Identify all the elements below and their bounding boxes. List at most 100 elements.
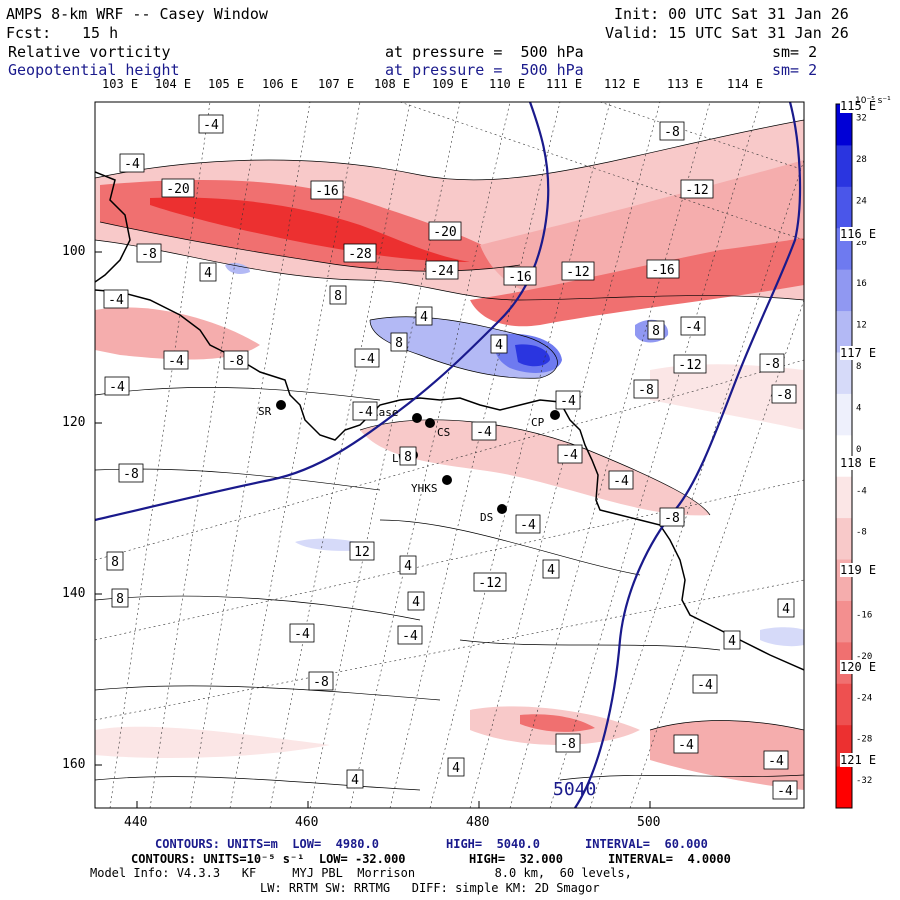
colorbar-label: 20 xyxy=(856,238,867,248)
svg-text:4: 4 xyxy=(547,563,555,578)
vort-pos-east xyxy=(760,627,804,647)
axis-ticks xyxy=(95,251,651,808)
svg-text:-4: -4 xyxy=(294,627,310,642)
lon-label: 110 E xyxy=(489,77,526,91)
colorbar-label: -16 xyxy=(856,611,872,621)
vorticity-contour-label: -4 xyxy=(680,316,706,336)
lat-label-right: 115 E xyxy=(840,99,877,113)
svg-text:-4: -4 xyxy=(678,738,694,753)
colorbar-swatch xyxy=(836,186,852,229)
forecast-label: Fcst: xyxy=(6,24,52,42)
colorbar-label: 4 xyxy=(856,403,861,413)
svg-text:-8: -8 xyxy=(141,247,157,262)
lon-label: 112 E xyxy=(604,77,641,91)
colorbar-label: 0 xyxy=(856,445,861,455)
vorticity-contour-label: 8 xyxy=(390,332,408,352)
vorticity-contour-label: -8 xyxy=(136,243,162,263)
vort-neg-right xyxy=(650,364,804,430)
svg-text:-4: -4 xyxy=(613,474,629,489)
colorbar-swatch xyxy=(836,393,852,436)
colorbar-label: 16 xyxy=(856,279,867,289)
vorticity-contour-label: -8 xyxy=(759,353,785,373)
lon-label: 113 E xyxy=(667,77,704,91)
vort-neg-mid xyxy=(360,419,710,516)
lon-label: 103 E xyxy=(102,77,139,91)
station-cs-marker[interactable] xyxy=(425,418,435,428)
svg-text:-4: -4 xyxy=(697,678,713,693)
vorticity-contour-label: -4 xyxy=(352,401,378,421)
vorticity-contour-label: 8 xyxy=(106,551,124,571)
footer-physics-info: LW: RRTM SW: RRTMG DIFF: simple KM: 2D S… xyxy=(260,881,600,895)
vorticity-contour-label: -4 xyxy=(763,750,789,770)
vorticity-contour-label: 4 xyxy=(447,757,465,777)
vorticity-contour-label: -8 xyxy=(771,384,797,404)
svg-text:4: 4 xyxy=(412,595,420,610)
station-sr-marker[interactable] xyxy=(276,400,286,410)
field2-smoothing: sm= 2 xyxy=(772,61,818,79)
lon-label: 105 E xyxy=(208,77,245,91)
vorticity-contour-label: -8 xyxy=(118,463,144,483)
colorbar-label: -32 xyxy=(856,776,872,786)
field2-name: Geopotential height xyxy=(8,61,180,79)
y-tick-label: 120 xyxy=(62,415,86,430)
svg-text:-8: -8 xyxy=(228,354,244,369)
vorticity-contour-label: -4 xyxy=(119,153,145,173)
valid-time: Valid: 15 UTC Sat 31 Jan 26 xyxy=(605,24,849,42)
svg-text:8: 8 xyxy=(111,555,119,570)
svg-text:-16: -16 xyxy=(651,263,674,278)
vorticity-contour-label: 4 xyxy=(723,630,741,650)
svg-text:-4: -4 xyxy=(685,320,701,335)
vorticity-contour-label: -4 xyxy=(515,514,541,534)
vorticity-contour-label: -20 xyxy=(428,221,462,241)
svg-text:4: 4 xyxy=(452,761,460,776)
colorbar-swatch xyxy=(836,476,852,519)
y-tick-label: 100 xyxy=(62,244,86,259)
station-label: YHKS xyxy=(411,482,438,495)
station-ds-marker[interactable] xyxy=(497,504,507,514)
colorbar-swatch xyxy=(836,311,852,353)
svg-text:4: 4 xyxy=(404,559,412,574)
svg-text:-4: -4 xyxy=(402,629,418,644)
station-case-marker[interactable] xyxy=(412,413,422,423)
svg-text:4: 4 xyxy=(351,773,359,788)
lon-label: 106 E xyxy=(262,77,299,91)
vorticity-contour-label: -8 xyxy=(633,379,659,399)
svg-text:-4: -4 xyxy=(560,394,576,409)
vorticity-contour-label: 4 xyxy=(542,559,560,579)
colorbar-units: 10⁻⁵ s⁻¹ xyxy=(855,96,891,106)
colorbar-label: -8 xyxy=(856,528,867,538)
vorticity-contour-label: -4 xyxy=(555,390,581,410)
vorticity-contour-label: 4 xyxy=(490,334,508,354)
station-cp-marker[interactable] xyxy=(550,410,560,420)
svg-text:8: 8 xyxy=(652,324,660,339)
colorbar-label: 24 xyxy=(856,196,867,206)
svg-text:4: 4 xyxy=(495,338,503,353)
svg-text:-12: -12 xyxy=(678,358,701,373)
vorticity-contour-label: -4 xyxy=(103,289,129,309)
footer-height-contours: CONTOURS: UNITS=m LOW= 4980.0 xyxy=(155,837,379,851)
footer-vort-contours: CONTOURS: UNITS=10⁻⁵ s⁻¹ LOW= -32.000 xyxy=(131,852,406,866)
svg-text:8: 8 xyxy=(395,336,403,351)
svg-text:12: 12 xyxy=(354,545,370,560)
svg-text:-28: -28 xyxy=(348,247,371,262)
svg-text:-20: -20 xyxy=(433,225,456,240)
lon-label: 109 E xyxy=(432,77,469,91)
colorbar-label: 32 xyxy=(856,114,867,124)
vorticity-contour-label: 8 xyxy=(111,588,129,608)
vorticity-contour-label: 12 xyxy=(349,541,375,561)
vorticity-contour-label: 8 xyxy=(399,446,417,466)
x-tick-label: 500 xyxy=(637,815,661,830)
vorticity-contour-label: -12 xyxy=(561,261,595,281)
field2-level: at pressure = 500 hPa xyxy=(385,61,584,79)
colorbar-swatch xyxy=(836,766,852,809)
svg-text:-8: -8 xyxy=(664,511,680,526)
svg-text:-12: -12 xyxy=(566,265,589,280)
station-yhks-marker[interactable] xyxy=(442,475,452,485)
vort-neg-southwest xyxy=(95,726,330,758)
colorbar-swatch xyxy=(836,269,852,312)
colorbar-swatch xyxy=(836,518,852,561)
svg-text:-8: -8 xyxy=(764,357,780,372)
vorticity-contour-label: 4 xyxy=(199,262,217,282)
svg-text:-4: -4 xyxy=(203,118,219,133)
